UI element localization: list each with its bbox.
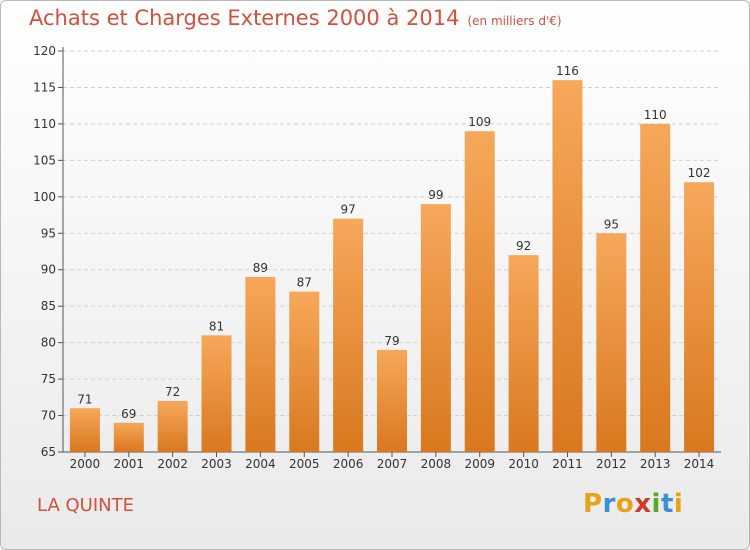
- x-tick-label: 2004: [245, 457, 276, 471]
- y-tick-label: 100: [33, 190, 56, 204]
- bar: [201, 335, 232, 452]
- data-label: 92: [516, 239, 531, 253]
- data-label: 79: [384, 334, 399, 348]
- y-tick-label: 65: [41, 445, 56, 459]
- data-label: 95: [604, 217, 619, 231]
- proxiti-logo: Proxiti: [583, 489, 683, 519]
- logo-letter: x: [634, 489, 652, 519]
- x-tick-label: 2006: [333, 457, 364, 471]
- x-tick-label: 2012: [596, 457, 627, 471]
- chart-title: Achats et Charges Externes 2000 à 2014 (e…: [29, 6, 562, 30]
- y-tick-label: 90: [41, 263, 56, 277]
- x-tick-label: 2014: [684, 457, 715, 471]
- bar: [245, 277, 276, 452]
- x-tick-label: 2000: [70, 457, 101, 471]
- data-label: 89: [253, 261, 268, 275]
- x-tick-label: 2005: [289, 457, 320, 471]
- logo-letter: t: [660, 489, 674, 519]
- x-tick-label: 2001: [114, 457, 145, 471]
- logo-letter: o: [615, 489, 635, 519]
- x-tick-label: 2008: [421, 457, 452, 471]
- unit-note: (en milliers d'€): [467, 14, 562, 28]
- logo-letter: P: [583, 489, 603, 519]
- data-label: 109: [468, 115, 491, 129]
- x-tick-label: 2007: [377, 457, 408, 471]
- data-label: 71: [77, 392, 92, 406]
- bar: [552, 80, 583, 452]
- data-label: 81: [209, 319, 224, 333]
- data-label: 87: [297, 276, 312, 290]
- bar: [420, 204, 451, 452]
- x-tick-label: 2002: [157, 457, 188, 471]
- bar: [289, 291, 320, 452]
- x-tick-label: 2011: [552, 457, 583, 471]
- data-label: 102: [688, 166, 711, 180]
- x-tick-label: 2010: [508, 457, 539, 471]
- location-label: LA QUINTE: [37, 495, 134, 516]
- chart-title-text: Achats et Charges Externes 2000 à 2014: [29, 6, 460, 30]
- y-tick-label: 85: [41, 299, 56, 313]
- bar: [113, 422, 144, 452]
- bar: [508, 255, 539, 452]
- bar: [69, 408, 100, 452]
- y-tick-label: 95: [41, 226, 56, 240]
- y-tick-label: 110: [33, 117, 56, 131]
- logo-letter: r: [602, 489, 616, 519]
- y-tick-label: 70: [41, 409, 56, 423]
- data-label: 116: [556, 64, 579, 78]
- data-label: 72: [165, 385, 180, 399]
- data-label: 97: [340, 203, 355, 217]
- y-tick-label: 120: [33, 44, 56, 58]
- bar: [640, 123, 671, 452]
- y-tick-label: 115: [33, 80, 56, 94]
- data-label: 99: [428, 188, 443, 202]
- logo-letter: i: [673, 489, 684, 519]
- y-tick-label: 80: [41, 336, 56, 350]
- bar: [684, 182, 715, 452]
- y-tick-label: 105: [33, 153, 56, 167]
- bar: [377, 349, 407, 452]
- bar: [157, 400, 188, 452]
- data-label: 69: [121, 407, 136, 421]
- y-tick-label: 75: [41, 372, 56, 386]
- data-label: 110: [644, 108, 667, 122]
- bar: [596, 233, 627, 452]
- x-tick-label: 2009: [464, 457, 495, 471]
- logo-letter: i: [651, 489, 661, 519]
- x-tick-label: 2013: [640, 457, 671, 471]
- x-tick-label: 2003: [201, 457, 232, 471]
- bar: [464, 131, 495, 452]
- bar: [333, 218, 364, 452]
